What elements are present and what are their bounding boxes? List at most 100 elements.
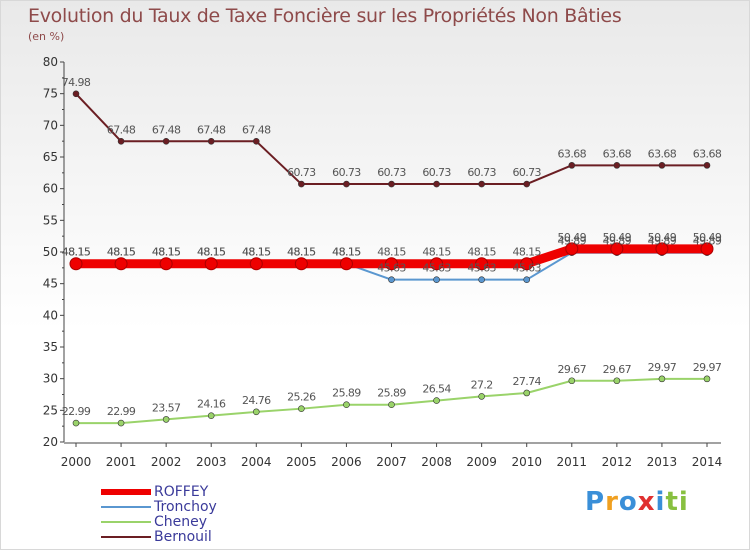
data-point-roffey — [610, 242, 624, 256]
data-point-bernouil — [523, 180, 531, 188]
y-tick-label: 55 — [43, 213, 58, 227]
data-label-tronchoy: 48.15 — [197, 246, 226, 259]
data-point-cheney — [433, 397, 440, 404]
data-label-cheney: 29.67 — [558, 363, 587, 376]
data-label-tronchoy: 49.89 — [603, 235, 632, 248]
data-point-bernouil — [252, 137, 260, 145]
data-point-roffey — [114, 257, 128, 271]
data-point-roffey — [69, 257, 83, 271]
legend-swatch-bernouil — [101, 536, 151, 538]
data-label-tronchoy: 48.15 — [62, 246, 91, 259]
data-point-roffey — [655, 242, 669, 256]
data-label-roffey: 48.15 — [377, 246, 406, 259]
x-tick-label: 2011 — [557, 455, 588, 469]
data-label-bernouil: 63.68 — [558, 147, 587, 160]
data-point-cheney — [117, 419, 125, 427]
data-label-bernouil: 63.68 — [603, 147, 632, 160]
data-label-cheney: 27.2 — [471, 378, 493, 391]
logo-letter: r — [605, 487, 619, 517]
data-label-tronchoy: 48.15 — [152, 246, 181, 259]
data-label-cheney: 26.54 — [422, 383, 451, 396]
data-point-bernouil — [658, 162, 666, 169]
data-label-cheney: 22.99 — [62, 405, 91, 418]
x-tick-label: 2014 — [692, 455, 723, 469]
data-label-tronchoy: 45.63 — [422, 262, 451, 275]
data-label-roffey: 48.15 — [287, 246, 316, 259]
data-label-tronchoy: 48.15 — [242, 246, 271, 259]
data-label-tronchoy: 49.89 — [558, 235, 587, 248]
y-tick-label: 35 — [43, 340, 58, 354]
y-tick-label: 25 — [43, 403, 58, 417]
y-tick-label: 80 — [43, 55, 58, 69]
y-tick-label: 65 — [43, 150, 58, 164]
data-point-tronchoy — [433, 276, 440, 283]
data-label-bernouil: 63.68 — [648, 147, 677, 160]
legend-label-cheney: Cheney — [154, 514, 208, 530]
data-label-tronchoy: 48.15 — [287, 246, 316, 259]
data-point-cheney — [568, 377, 576, 385]
data-label-roffey: 50.49 — [648, 231, 677, 244]
data-point-bernouil — [117, 137, 125, 145]
data-label-cheney: 22.99 — [107, 405, 136, 418]
data-point-bernouil — [433, 180, 440, 188]
data-label-cheney: 25.26 — [287, 391, 316, 404]
data-point-roffey — [159, 257, 173, 271]
data-point-cheney — [523, 389, 531, 397]
data-label-roffey: 48.15 — [422, 246, 451, 259]
data-label-bernouil: 60.73 — [377, 166, 406, 179]
legend-swatch-tronchoy — [101, 506, 151, 508]
data-label-cheney: 23.57 — [152, 401, 181, 414]
y-tick-label: 60 — [43, 182, 58, 196]
data-point-roffey — [520, 257, 534, 271]
data-label-cheney: 24.16 — [197, 398, 226, 411]
data-label-bernouil: 74.98 — [62, 76, 91, 89]
data-label-bernouil: 60.73 — [512, 166, 541, 179]
logo-letter: x — [637, 487, 656, 517]
data-label-roffey: 48.15 — [62, 246, 91, 259]
data-point-cheney — [478, 393, 485, 400]
chart-subtitle: (en %) — [28, 30, 65, 43]
y-tick-label: 50 — [43, 245, 58, 259]
data-point-cheney — [703, 375, 711, 383]
x-tick-label: 2007 — [376, 455, 407, 469]
logo-letter: t — [665, 487, 679, 517]
x-tick-label: 2008 — [421, 455, 452, 469]
data-label-roffey: 48.15 — [467, 246, 496, 259]
data-label-roffey: 48.15 — [512, 246, 541, 259]
data-point-roffey — [430, 257, 444, 271]
data-label-bernouil: 67.48 — [197, 123, 226, 136]
data-label-roffey: 48.15 — [242, 246, 271, 259]
x-tick-label: 2005 — [286, 455, 317, 469]
data-point-cheney — [388, 401, 395, 408]
data-label-roffey: 48.15 — [107, 246, 136, 259]
data-label-roffey: 48.15 — [332, 246, 361, 259]
y-tick-label: 70 — [43, 118, 58, 132]
x-tick-label: 2003 — [196, 455, 227, 469]
data-label-roffey: 50.49 — [693, 231, 722, 244]
data-point-roffey — [475, 257, 489, 271]
data-point-cheney — [613, 377, 621, 385]
legend-label-bernouil: Bernouil — [154, 529, 212, 545]
data-label-tronchoy: 49.89 — [648, 235, 677, 248]
legend-swatch-roffey — [101, 489, 151, 495]
data-label-bernouil: 67.48 — [107, 123, 136, 136]
legend-label-roffey: ROFFEY — [154, 484, 209, 500]
data-point-cheney — [162, 416, 170, 423]
data-point-roffey — [294, 257, 308, 271]
data-point-bernouil — [478, 180, 485, 188]
x-tick-label: 2002 — [151, 455, 182, 469]
data-label-cheney: 25.89 — [332, 387, 361, 400]
data-point-bernouil — [568, 162, 576, 169]
data-point-tronchoy — [478, 276, 485, 283]
x-tick-label: 2004 — [241, 455, 272, 469]
data-label-bernouil: 67.48 — [152, 123, 181, 136]
y-tick-label: 20 — [43, 435, 58, 449]
data-label-tronchoy: 45.63 — [512, 262, 541, 275]
chart-title: Evolution du Taux de Taxe Foncière sur l… — [28, 5, 622, 27]
data-point-roffey — [339, 257, 353, 271]
data-label-cheney: 27.74 — [512, 375, 541, 388]
data-label-tronchoy: 45.63 — [467, 262, 496, 275]
legend-label-tronchoy: Tronchoy — [154, 499, 217, 515]
data-label-roffey: 50.49 — [603, 231, 632, 244]
data-label-bernouil: 63.68 — [693, 147, 722, 160]
